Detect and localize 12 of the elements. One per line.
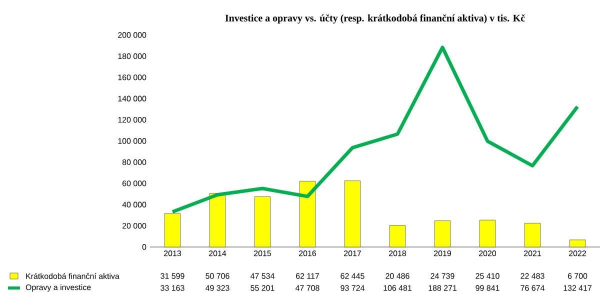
bar xyxy=(299,180,316,248)
chart-title: Investice a opravy vs. účty (resp. krátkodobá finanční aktiva) v tis. Kč xyxy=(225,14,525,24)
bar xyxy=(479,220,496,248)
bar xyxy=(569,240,586,248)
line-series xyxy=(170,46,580,214)
bar xyxy=(209,193,226,248)
bar xyxy=(389,225,406,248)
bar xyxy=(254,196,271,248)
bar xyxy=(434,220,451,248)
bar xyxy=(524,222,541,248)
bar xyxy=(164,213,181,248)
bar xyxy=(344,180,361,248)
